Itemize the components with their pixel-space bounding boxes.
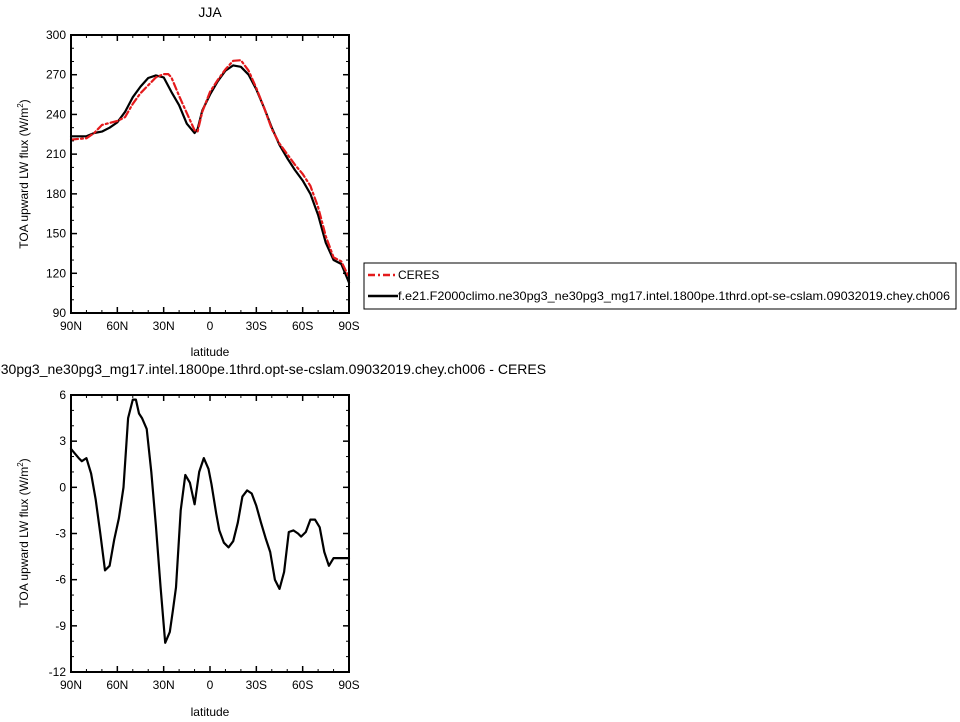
y-tick-label: -9 [55, 619, 66, 633]
plot-frame [70, 34, 350, 314]
x-tick-label: 90N [60, 678, 82, 692]
y-axis-label-text: TOA upward LW flux (W/m [17, 108, 31, 249]
y-axis-label-text: TOA upward LW flux (W/m [17, 467, 31, 608]
x-tick-label: 30S [246, 319, 267, 333]
y-axis-title: TOA upward LW flux (W/m2) [16, 99, 31, 248]
x-tick-label: 60N [106, 678, 128, 692]
y-axis-label-tail: ) [17, 458, 31, 462]
y-tick-label: 240 [46, 107, 66, 121]
series-line-model [69, 64, 351, 284]
x-tick-label: 90N [60, 319, 82, 333]
svg-text:TOA upward LW flux (W/m2): TOA upward LW flux (W/m2) [16, 99, 31, 248]
y-tick-label: 3 [59, 434, 66, 448]
x-tick-label: 60S [292, 678, 313, 692]
x-tick-labels: 90N 60N 30N 0 30S 60S 90S [60, 678, 360, 692]
svg-text:TOA upward LW flux (W/m2): TOA upward LW flux (W/m2) [16, 458, 31, 607]
tick-marks [70, 34, 350, 314]
x-tick-label: 0 [207, 678, 214, 692]
y-tick-label: 180 [46, 187, 66, 201]
y-tick-label: 270 [46, 68, 66, 82]
y-tick-label: 150 [46, 227, 66, 241]
series-line-model [69, 398, 351, 644]
y-tick-label: 6 [59, 388, 66, 402]
x-tick-label: 90S [338, 319, 359, 333]
x-tick-label: 90S [338, 678, 359, 692]
y-tick-labels: -12 -9 -6 -3 0 3 6 [49, 388, 67, 679]
legend-label-ceres: CERES [398, 268, 439, 282]
plot-frame [70, 394, 350, 673]
y-tick-label: -12 [49, 665, 67, 679]
y-tick-label: 0 [59, 480, 66, 494]
tick-marks [70, 394, 350, 673]
y-axis-title: TOA upward LW flux (W/m2) [16, 458, 31, 607]
legend: CERES f.e21.F2000climo.ne30pg3_ne30pg3_m… [363, 262, 957, 310]
chart-title: JJA [198, 4, 222, 20]
legend-label-model: f.e21.F2000climo.ne30pg3_ne30pg3_mg17.in… [398, 289, 950, 303]
x-tick-label: 60N [106, 319, 128, 333]
y-tick-label: -6 [55, 573, 66, 587]
series-lines [69, 59, 351, 284]
x-tick-labels: 90N 60N 30N 0 30S 60S 90S [60, 319, 360, 333]
x-tick-label: 30N [153, 678, 175, 692]
x-axis-title: latitude [191, 345, 230, 359]
y-tick-labels: 90 120 150 180 210 240 270 300 [46, 28, 66, 320]
y-axis-label-sup: 2 [16, 103, 25, 108]
legend-box [363, 262, 957, 310]
y-tick-label: 120 [46, 266, 66, 280]
y-axis-label-sup: 2 [16, 462, 25, 467]
chart-difference: f.e21.F2000climo.ne30pg3_ne30pg3_mg17.in… [0, 361, 546, 719]
y-tick-label: 300 [46, 28, 66, 42]
y-tick-label: 90 [53, 306, 67, 320]
series-lines [69, 398, 351, 644]
chart-jja: JJA TOA upward LW flux (W/m2) 90 120 150 18… [16, 4, 957, 359]
y-axis-label-tail: ) [17, 99, 31, 103]
x-axis-title: latitude [191, 705, 230, 719]
y-tick-label: -3 [55, 527, 66, 541]
chart-title: f.e21.F2000climo.ne30pg3_ne30pg3_mg17.in… [0, 361, 546, 377]
x-tick-label: 30S [246, 678, 267, 692]
x-tick-label: 30N [153, 319, 175, 333]
series-line-ceres [69, 59, 351, 279]
x-tick-label: 0 [207, 319, 214, 333]
x-tick-label: 60S [292, 319, 313, 333]
y-tick-label: 210 [46, 147, 66, 161]
